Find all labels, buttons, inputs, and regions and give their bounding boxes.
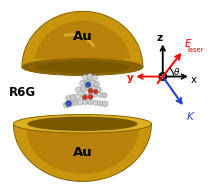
Circle shape bbox=[73, 100, 79, 105]
Circle shape bbox=[80, 80, 85, 86]
Circle shape bbox=[88, 88, 93, 93]
Circle shape bbox=[82, 99, 88, 105]
Polygon shape bbox=[34, 21, 131, 67]
Circle shape bbox=[68, 101, 74, 106]
Circle shape bbox=[86, 86, 92, 91]
Circle shape bbox=[93, 100, 98, 105]
Circle shape bbox=[159, 72, 167, 81]
Text: y: y bbox=[127, 74, 134, 83]
Circle shape bbox=[76, 87, 82, 93]
Circle shape bbox=[70, 94, 76, 100]
Circle shape bbox=[160, 76, 162, 77]
Circle shape bbox=[164, 76, 165, 77]
Text: $\theta$: $\theta$ bbox=[173, 66, 181, 77]
Circle shape bbox=[80, 92, 86, 98]
Circle shape bbox=[94, 81, 100, 87]
Text: x: x bbox=[190, 75, 197, 85]
Text: $E$: $E$ bbox=[184, 37, 193, 49]
Circle shape bbox=[93, 89, 98, 94]
Circle shape bbox=[65, 100, 72, 107]
Ellipse shape bbox=[13, 115, 152, 133]
Circle shape bbox=[80, 86, 86, 92]
Circle shape bbox=[82, 95, 88, 100]
Circle shape bbox=[91, 86, 97, 92]
Text: R6G: R6G bbox=[9, 86, 36, 99]
Circle shape bbox=[89, 80, 95, 86]
Text: z: z bbox=[156, 33, 163, 43]
Circle shape bbox=[98, 101, 103, 106]
Circle shape bbox=[97, 92, 103, 97]
Polygon shape bbox=[26, 127, 139, 174]
Text: $K$: $K$ bbox=[186, 110, 195, 122]
Circle shape bbox=[87, 74, 93, 80]
Circle shape bbox=[65, 95, 71, 101]
Circle shape bbox=[86, 93, 92, 99]
Circle shape bbox=[102, 93, 107, 98]
Circle shape bbox=[75, 94, 80, 99]
Circle shape bbox=[162, 78, 163, 79]
Circle shape bbox=[102, 101, 108, 107]
Ellipse shape bbox=[22, 59, 143, 75]
Polygon shape bbox=[13, 124, 152, 181]
Circle shape bbox=[162, 74, 163, 75]
Ellipse shape bbox=[27, 117, 138, 131]
Text: Au: Au bbox=[73, 146, 92, 159]
Polygon shape bbox=[22, 11, 143, 67]
Circle shape bbox=[63, 102, 69, 108]
Circle shape bbox=[96, 87, 101, 93]
Text: laser: laser bbox=[188, 47, 204, 53]
Circle shape bbox=[92, 92, 97, 97]
Circle shape bbox=[88, 94, 93, 99]
Text: Au: Au bbox=[73, 30, 92, 43]
Circle shape bbox=[85, 82, 91, 88]
Ellipse shape bbox=[35, 61, 130, 73]
Circle shape bbox=[84, 79, 90, 85]
Circle shape bbox=[88, 99, 93, 105]
Circle shape bbox=[82, 75, 88, 80]
Circle shape bbox=[92, 75, 98, 81]
Circle shape bbox=[77, 99, 83, 105]
